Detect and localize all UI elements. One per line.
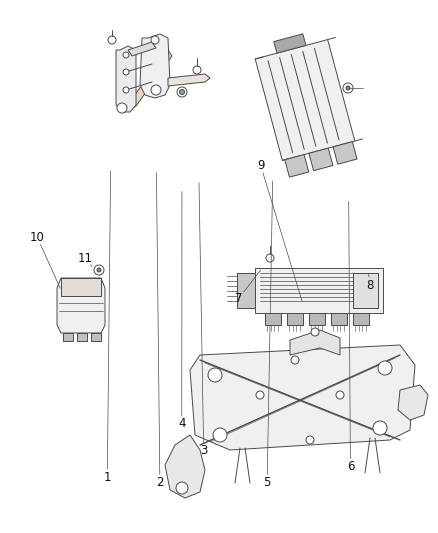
Circle shape: [291, 356, 299, 364]
Bar: [287, 313, 303, 325]
Text: 2: 2: [156, 476, 164, 489]
Polygon shape: [165, 435, 205, 498]
Circle shape: [256, 391, 264, 399]
Circle shape: [208, 368, 222, 382]
Circle shape: [180, 90, 184, 94]
Text: 4: 4: [178, 417, 186, 430]
Text: 3: 3: [200, 444, 207, 457]
Text: 7: 7: [235, 292, 243, 305]
Text: 6: 6: [346, 460, 354, 473]
Bar: [353, 313, 369, 325]
Bar: [265, 313, 281, 325]
Circle shape: [378, 361, 392, 375]
Circle shape: [151, 85, 161, 95]
Polygon shape: [353, 273, 378, 308]
Circle shape: [311, 328, 319, 336]
Polygon shape: [290, 330, 340, 355]
Bar: [91, 333, 101, 341]
Circle shape: [151, 36, 159, 44]
Polygon shape: [128, 50, 172, 110]
Polygon shape: [128, 42, 156, 56]
Bar: [255, 268, 383, 313]
Bar: [309, 313, 325, 325]
Text: 8: 8: [367, 279, 374, 292]
Polygon shape: [333, 142, 357, 164]
Polygon shape: [140, 34, 170, 98]
Bar: [63, 333, 73, 341]
Circle shape: [177, 87, 187, 97]
Polygon shape: [285, 155, 309, 177]
Circle shape: [213, 428, 227, 442]
Bar: [77, 333, 87, 341]
Circle shape: [97, 268, 101, 272]
Polygon shape: [57, 278, 105, 333]
Circle shape: [336, 391, 344, 399]
Text: 1: 1: [103, 471, 111, 483]
Circle shape: [306, 436, 314, 444]
Text: 9: 9: [257, 159, 265, 172]
Circle shape: [123, 69, 129, 75]
Circle shape: [117, 103, 127, 113]
Polygon shape: [190, 345, 415, 450]
Text: 11: 11: [78, 252, 93, 265]
Polygon shape: [168, 74, 210, 86]
Text: 10: 10: [30, 231, 45, 244]
Circle shape: [373, 421, 387, 435]
Polygon shape: [61, 278, 101, 296]
Circle shape: [346, 86, 350, 90]
Bar: [331, 313, 347, 325]
Text: 5: 5: [264, 476, 271, 489]
Polygon shape: [116, 46, 136, 112]
Circle shape: [176, 482, 188, 494]
Polygon shape: [398, 385, 428, 420]
Polygon shape: [309, 148, 333, 171]
Polygon shape: [237, 273, 255, 308]
Polygon shape: [274, 34, 306, 53]
Polygon shape: [255, 39, 355, 160]
Circle shape: [123, 87, 129, 93]
Circle shape: [123, 52, 129, 58]
